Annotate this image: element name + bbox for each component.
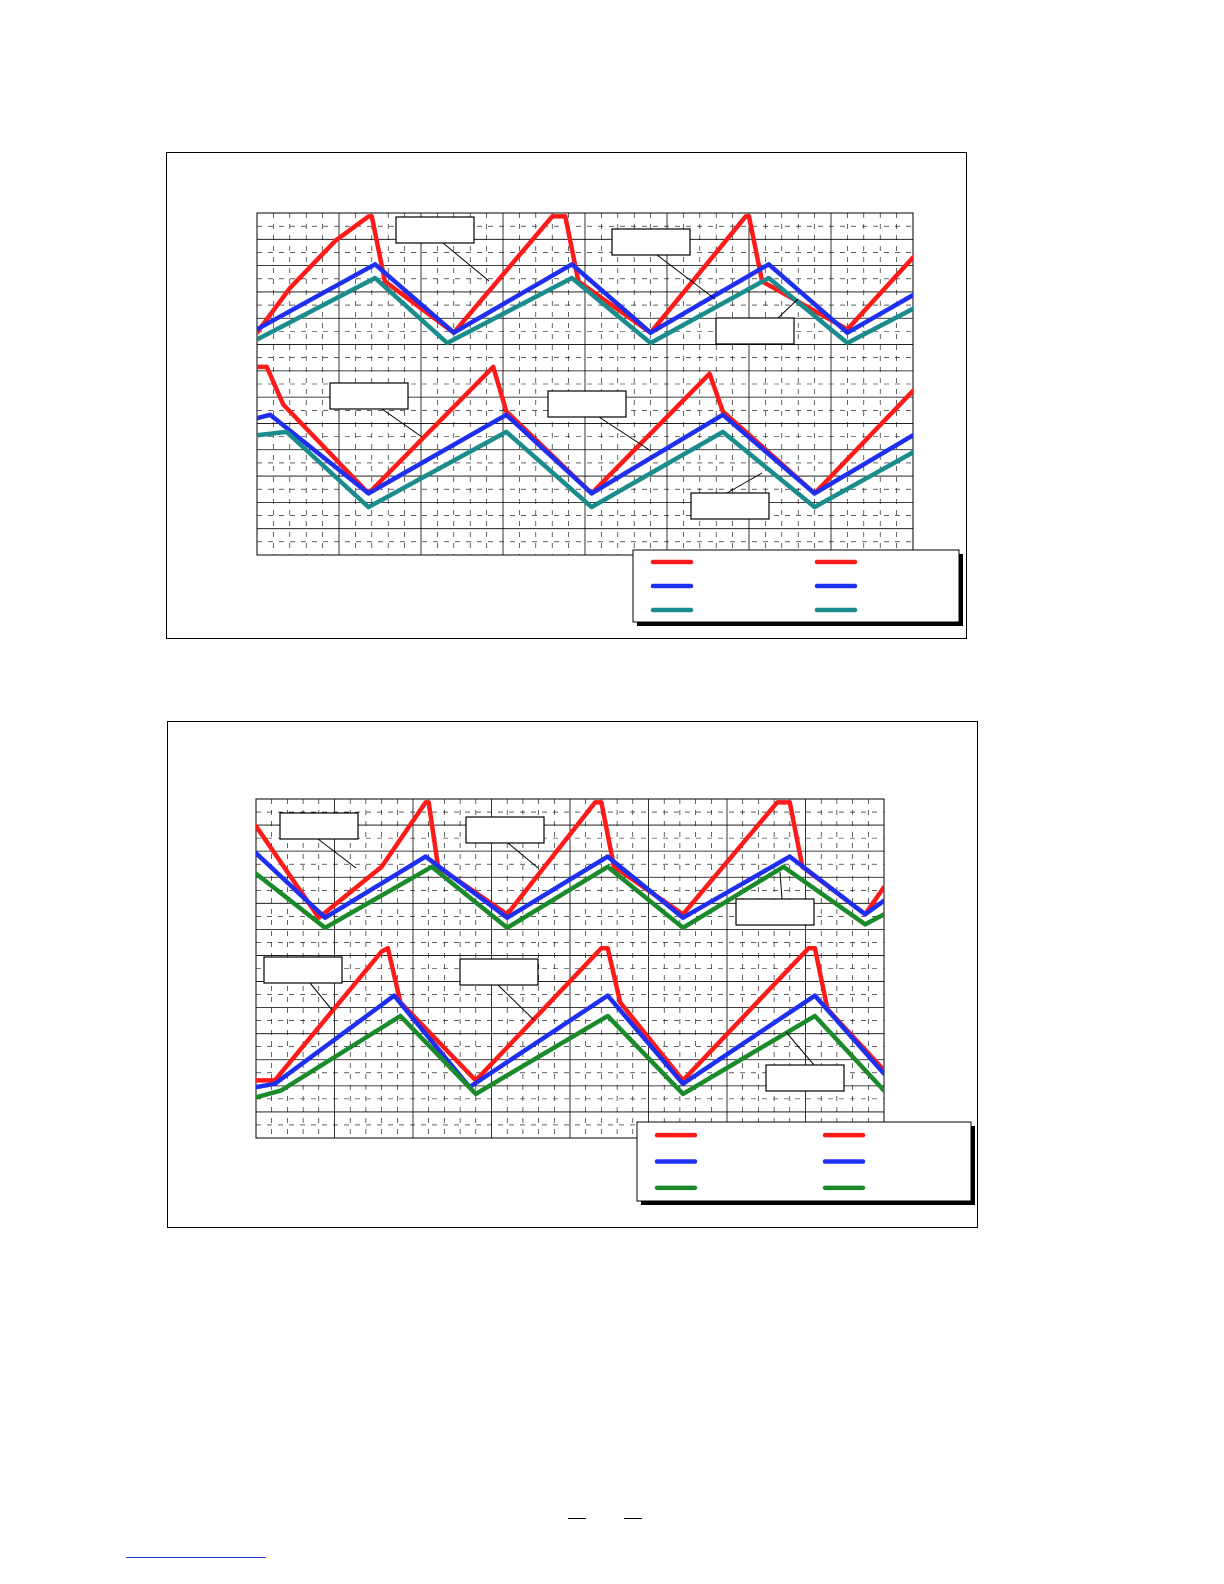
annotation-callout-5 xyxy=(459,958,539,1021)
series-line-2 xyxy=(257,262,913,335)
series-line-1 xyxy=(257,214,913,335)
annotation-callout-6 xyxy=(690,472,770,520)
series-line-2 xyxy=(256,850,884,920)
footer-link-underline[interactable] xyxy=(126,1557,266,1558)
annotation-callout-2 xyxy=(611,228,716,300)
series-line-3 xyxy=(257,275,913,346)
annotation-callout-4 xyxy=(329,382,423,438)
series-line-6 xyxy=(256,1013,884,1100)
figure-2-frame xyxy=(167,721,978,1228)
series-line-6 xyxy=(257,429,913,510)
figure-2-chart xyxy=(255,798,975,1205)
annotation-callout-1 xyxy=(395,216,490,282)
series-line-1 xyxy=(256,800,884,920)
annotation-callout-6 xyxy=(765,1031,845,1092)
series-line-4 xyxy=(256,945,884,1083)
legend xyxy=(632,549,963,626)
annotation-callout-4 xyxy=(263,956,343,1011)
annotation-callout-3 xyxy=(735,871,815,926)
figure-1-chart xyxy=(256,212,963,626)
series-line-5 xyxy=(256,993,884,1090)
series-line-3 xyxy=(256,864,884,931)
annotation-callout-5 xyxy=(547,390,652,452)
footer-dash-left xyxy=(568,1518,586,1519)
annotation-callout-2 xyxy=(465,816,545,869)
legend xyxy=(636,1121,975,1205)
annotation-callout-1 xyxy=(279,812,359,869)
footer-dash-right xyxy=(624,1518,642,1519)
figure-1-frame xyxy=(166,152,967,639)
series-line-5 xyxy=(257,412,913,496)
annotation-callout-3 xyxy=(715,298,799,345)
